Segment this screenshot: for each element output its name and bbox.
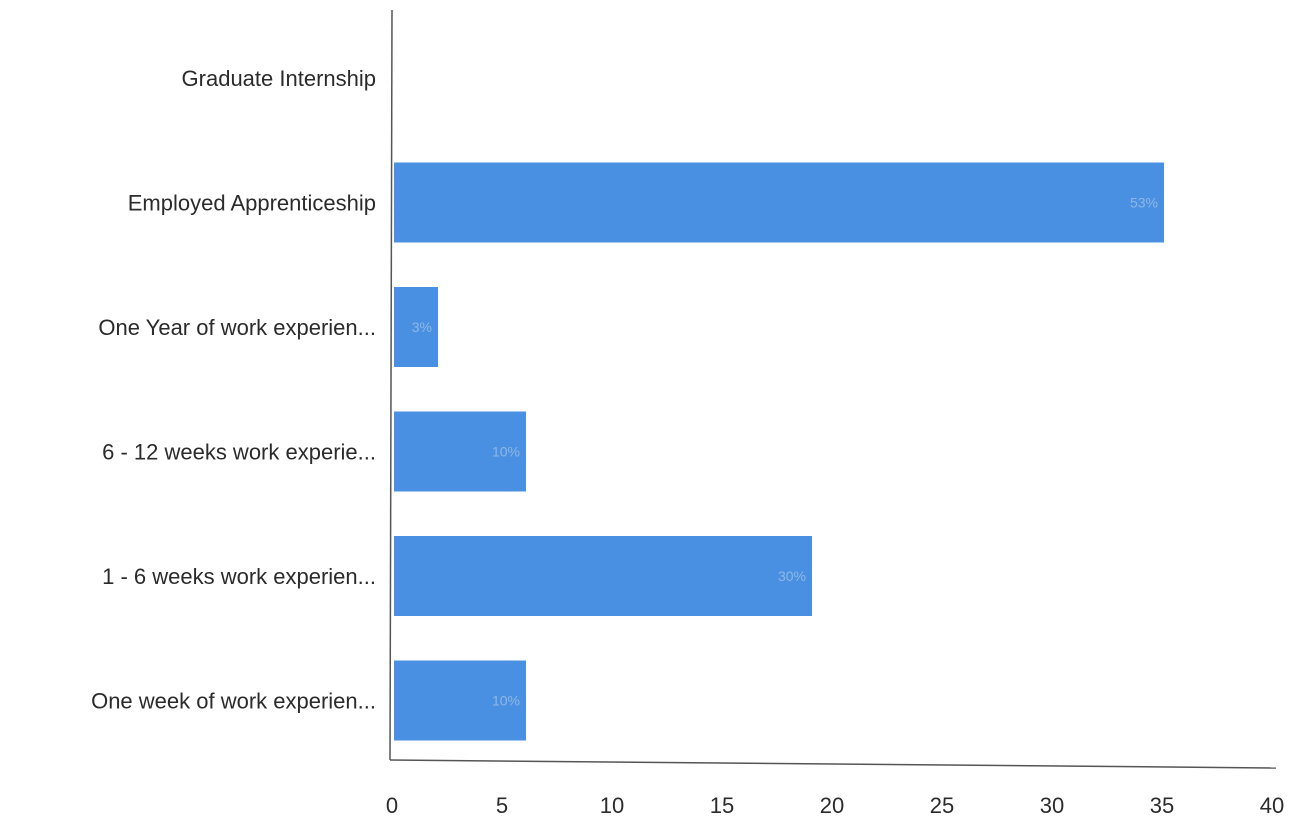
x-tick-label: 15 <box>710 793 734 818</box>
bar-data-label: 53% <box>1130 195 1158 211</box>
category-label: 6 - 12 weeks work experie... <box>102 440 376 465</box>
bars-layer <box>394 162 1164 741</box>
x-tick-label: 30 <box>1040 793 1064 818</box>
x-tick-label: 20 <box>820 793 844 818</box>
x-tick-label: 5 <box>496 793 508 818</box>
category-label: Graduate Internship <box>182 66 376 91</box>
x-tick-label: 35 <box>1150 793 1174 818</box>
x-tick-label: 0 <box>386 793 398 818</box>
bar-data-label: 3% <box>412 319 432 335</box>
category-label: One Year of work experien... <box>98 315 376 340</box>
bar <box>394 162 1164 243</box>
bar <box>394 411 526 492</box>
bar <box>394 660 526 741</box>
axes-layer <box>389 9 1277 769</box>
category-labels: Graduate Internship Employed Apprenticesh… <box>91 66 376 714</box>
bar-data-label: 30% <box>778 568 806 584</box>
data-labels: 53% 3% 10% 30% 10% <box>412 195 1158 709</box>
bar <box>394 536 812 616</box>
category-label: One week of work experien... <box>91 689 376 714</box>
bar-data-label: 10% <box>492 444 520 460</box>
x-tick-labels: 0 5 10 15 20 25 30 35 40 <box>386 793 1284 818</box>
bar-data-label: 10% <box>492 693 520 709</box>
category-label: 1 - 6 weeks work experien... <box>102 564 376 589</box>
y-axis-line <box>389 9 393 761</box>
x-axis-line <box>389 759 1277 769</box>
x-tick-label: 40 <box>1260 793 1284 818</box>
category-label: Employed Apprenticeship <box>128 191 376 216</box>
x-tick-label: 25 <box>930 793 954 818</box>
x-tick-label: 10 <box>600 793 624 818</box>
bar <box>394 287 438 367</box>
